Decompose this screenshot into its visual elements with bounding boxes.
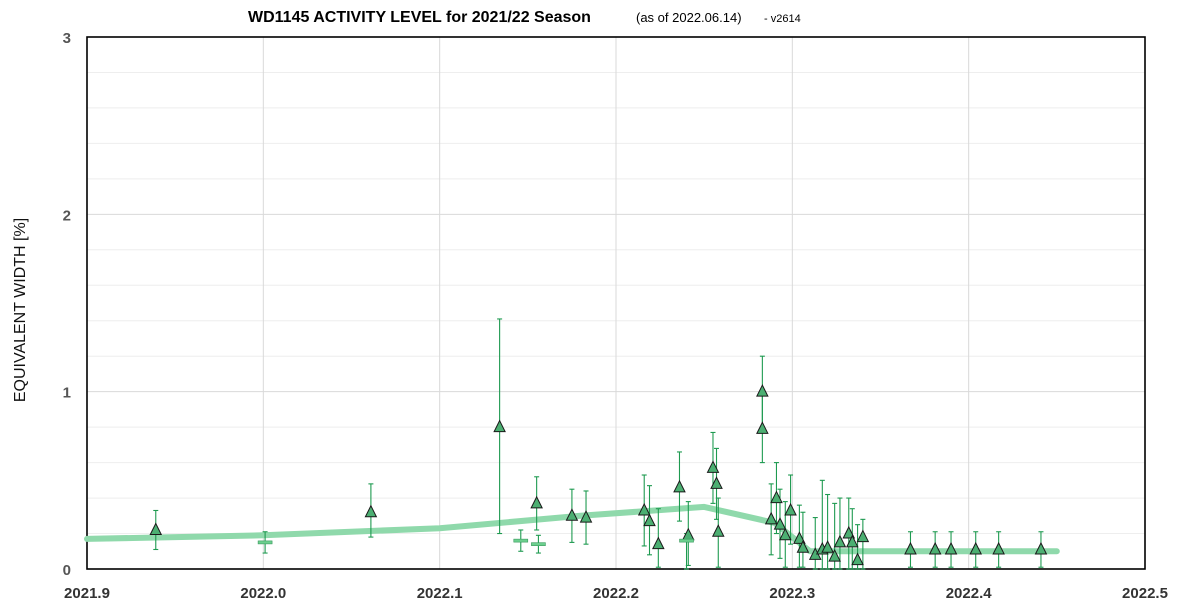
data-point-triangle [784,502,797,516]
data-point-triangle [773,517,787,530]
data-point-triangle [944,541,958,555]
data-point-triangle [710,476,723,489]
data-point-triangle [851,552,864,566]
error-bar [837,497,843,570]
data-point-triangle [493,419,506,433]
major-gridlines [87,37,1145,569]
error-bar [860,518,866,570]
data-point-triangle [652,536,665,550]
x-tick-label: 2022.5 [1122,585,1168,602]
data-point-triangle [643,513,656,527]
y-tick-label: 3 [63,30,71,47]
data-point-triangle [711,524,725,537]
plot-frame [86,36,1146,570]
x-axis-ticks: 2021.9 2022.0 2022.1 2022.2 2022.3 2022.4 2022… [64,585,1168,602]
data-point-triangle [796,540,810,553]
data-point-triangle [706,460,720,473]
y-tick-label: 0 [63,562,71,579]
data-point-triangle [778,527,792,541]
error-bars [153,318,1044,570]
data-point-triangle [828,548,841,562]
data-point-triangle [856,529,870,543]
data-point-triangle [565,508,579,521]
error-bar [819,479,825,570]
data-point-triangle [1034,541,1048,555]
y-tick-label: 1 [63,385,71,402]
data-point-triangle [764,511,778,525]
data-point-triangle [579,509,593,523]
data-point-triangle [681,527,695,541]
data-point-triangle [904,541,917,555]
chart-subtitle-text: (as of 2022.06.14) [636,10,742,25]
data-point-triangle [928,541,942,555]
data-point-triangle [842,525,856,539]
data-point-triangle [530,495,543,509]
x-tick-label: 2022.4 [946,585,993,602]
x-tick-label: 2022.1 [417,585,463,602]
data-point-triangle [969,541,983,555]
data-point-dash [531,542,546,546]
data-point-triangle [821,540,834,553]
y-axis-ticks: 0 1 2 3 [63,30,71,579]
data-point-dash [513,538,529,543]
data-point-triangle [756,421,769,434]
x-tick-label: 2022.2 [593,585,639,602]
data-point-triangle [149,522,163,535]
data-markers [149,384,1048,566]
data-point-triangle [637,502,651,516]
data-point-triangle [364,504,378,518]
chart-title: WD1145 ACTIVITY LEVEL for 2021/22 Season… [248,9,801,26]
x-tick-label: 2021.9 [64,585,110,602]
data-point-triangle [833,534,847,548]
data-point-triangle [992,541,1005,555]
data-point-dash [257,540,273,545]
chart-title-text: WD1145 ACTIVITY LEVEL for 2021/22 Season [248,9,591,26]
error-bar [825,493,831,570]
data-point-triangle [770,490,783,504]
x-tick-label: 2022.0 [240,585,286,602]
error-bar [812,517,818,570]
data-point-triangle [793,531,806,544]
chart-version-text: - v2614 [764,13,801,25]
x-tick-label: 2022.3 [769,585,815,602]
data-point-triangle [673,479,686,493]
data-point-dash [679,538,694,543]
y-tick-label: 2 [63,207,71,224]
data-point-triangle [845,534,859,548]
y-axis-label: EQUIVALENT WIDTH [%] [12,218,29,402]
data-point-triangle [756,384,769,397]
